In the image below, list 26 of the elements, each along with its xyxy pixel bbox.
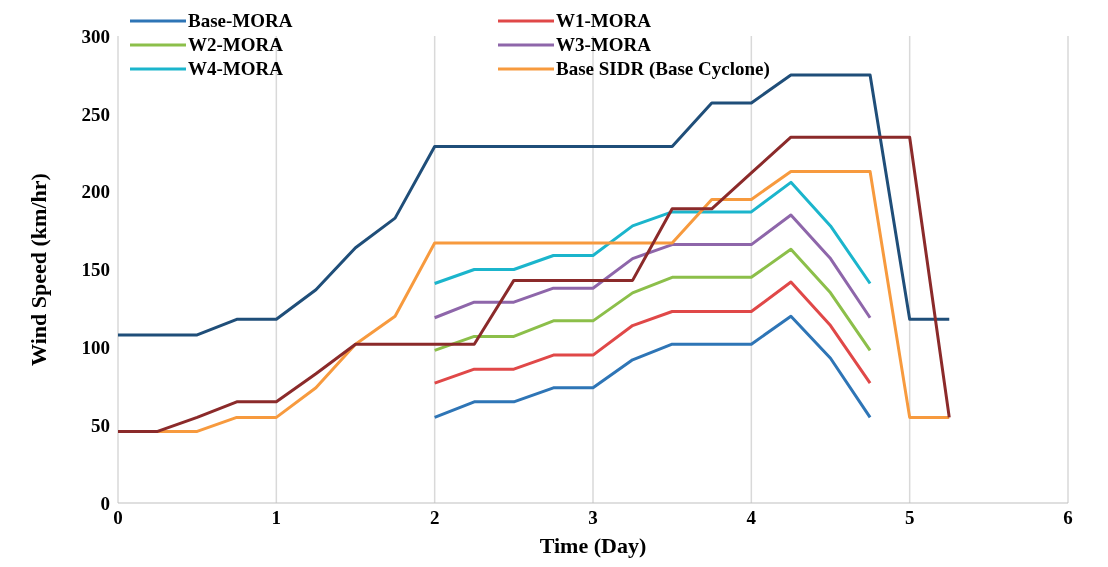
line-series <box>433 180 872 286</box>
line-series <box>433 213 872 320</box>
legend-label: W3-MORA <box>556 34 651 56</box>
legend-label: W4-MORA <box>188 58 283 80</box>
legend-label: W1-MORA <box>556 10 651 32</box>
x-tick-label: 4 <box>746 507 757 529</box>
y-axis-title: Wind Speed (km/hr) <box>25 173 51 366</box>
y-tick-label: 50 <box>91 414 110 436</box>
legend-label: W2-MORA <box>188 34 283 56</box>
x-tick-label: 1 <box>271 507 282 529</box>
y-tick-label: 250 <box>81 103 110 125</box>
legend-label: Base SIDR (Base Cyclone) <box>556 58 770 80</box>
line-series <box>433 314 872 419</box>
y-tick-label: 300 <box>81 25 110 47</box>
y-tick-label: 150 <box>81 259 110 281</box>
x-tick-label: 3 <box>588 507 598 529</box>
line-series <box>433 247 872 352</box>
y-tick-label: 200 <box>81 181 110 203</box>
line-series <box>433 280 872 385</box>
legend-label: Base-MORA <box>188 10 293 32</box>
y-tick-label: 100 <box>81 337 110 359</box>
x-tick-label: 5 <box>904 507 915 529</box>
x-axis-title: Time (Day) <box>539 533 647 558</box>
y-tick-label: 0 <box>100 492 110 514</box>
x-tick-label: 6 <box>1063 507 1073 529</box>
x-tick-label: 2 <box>429 507 440 529</box>
